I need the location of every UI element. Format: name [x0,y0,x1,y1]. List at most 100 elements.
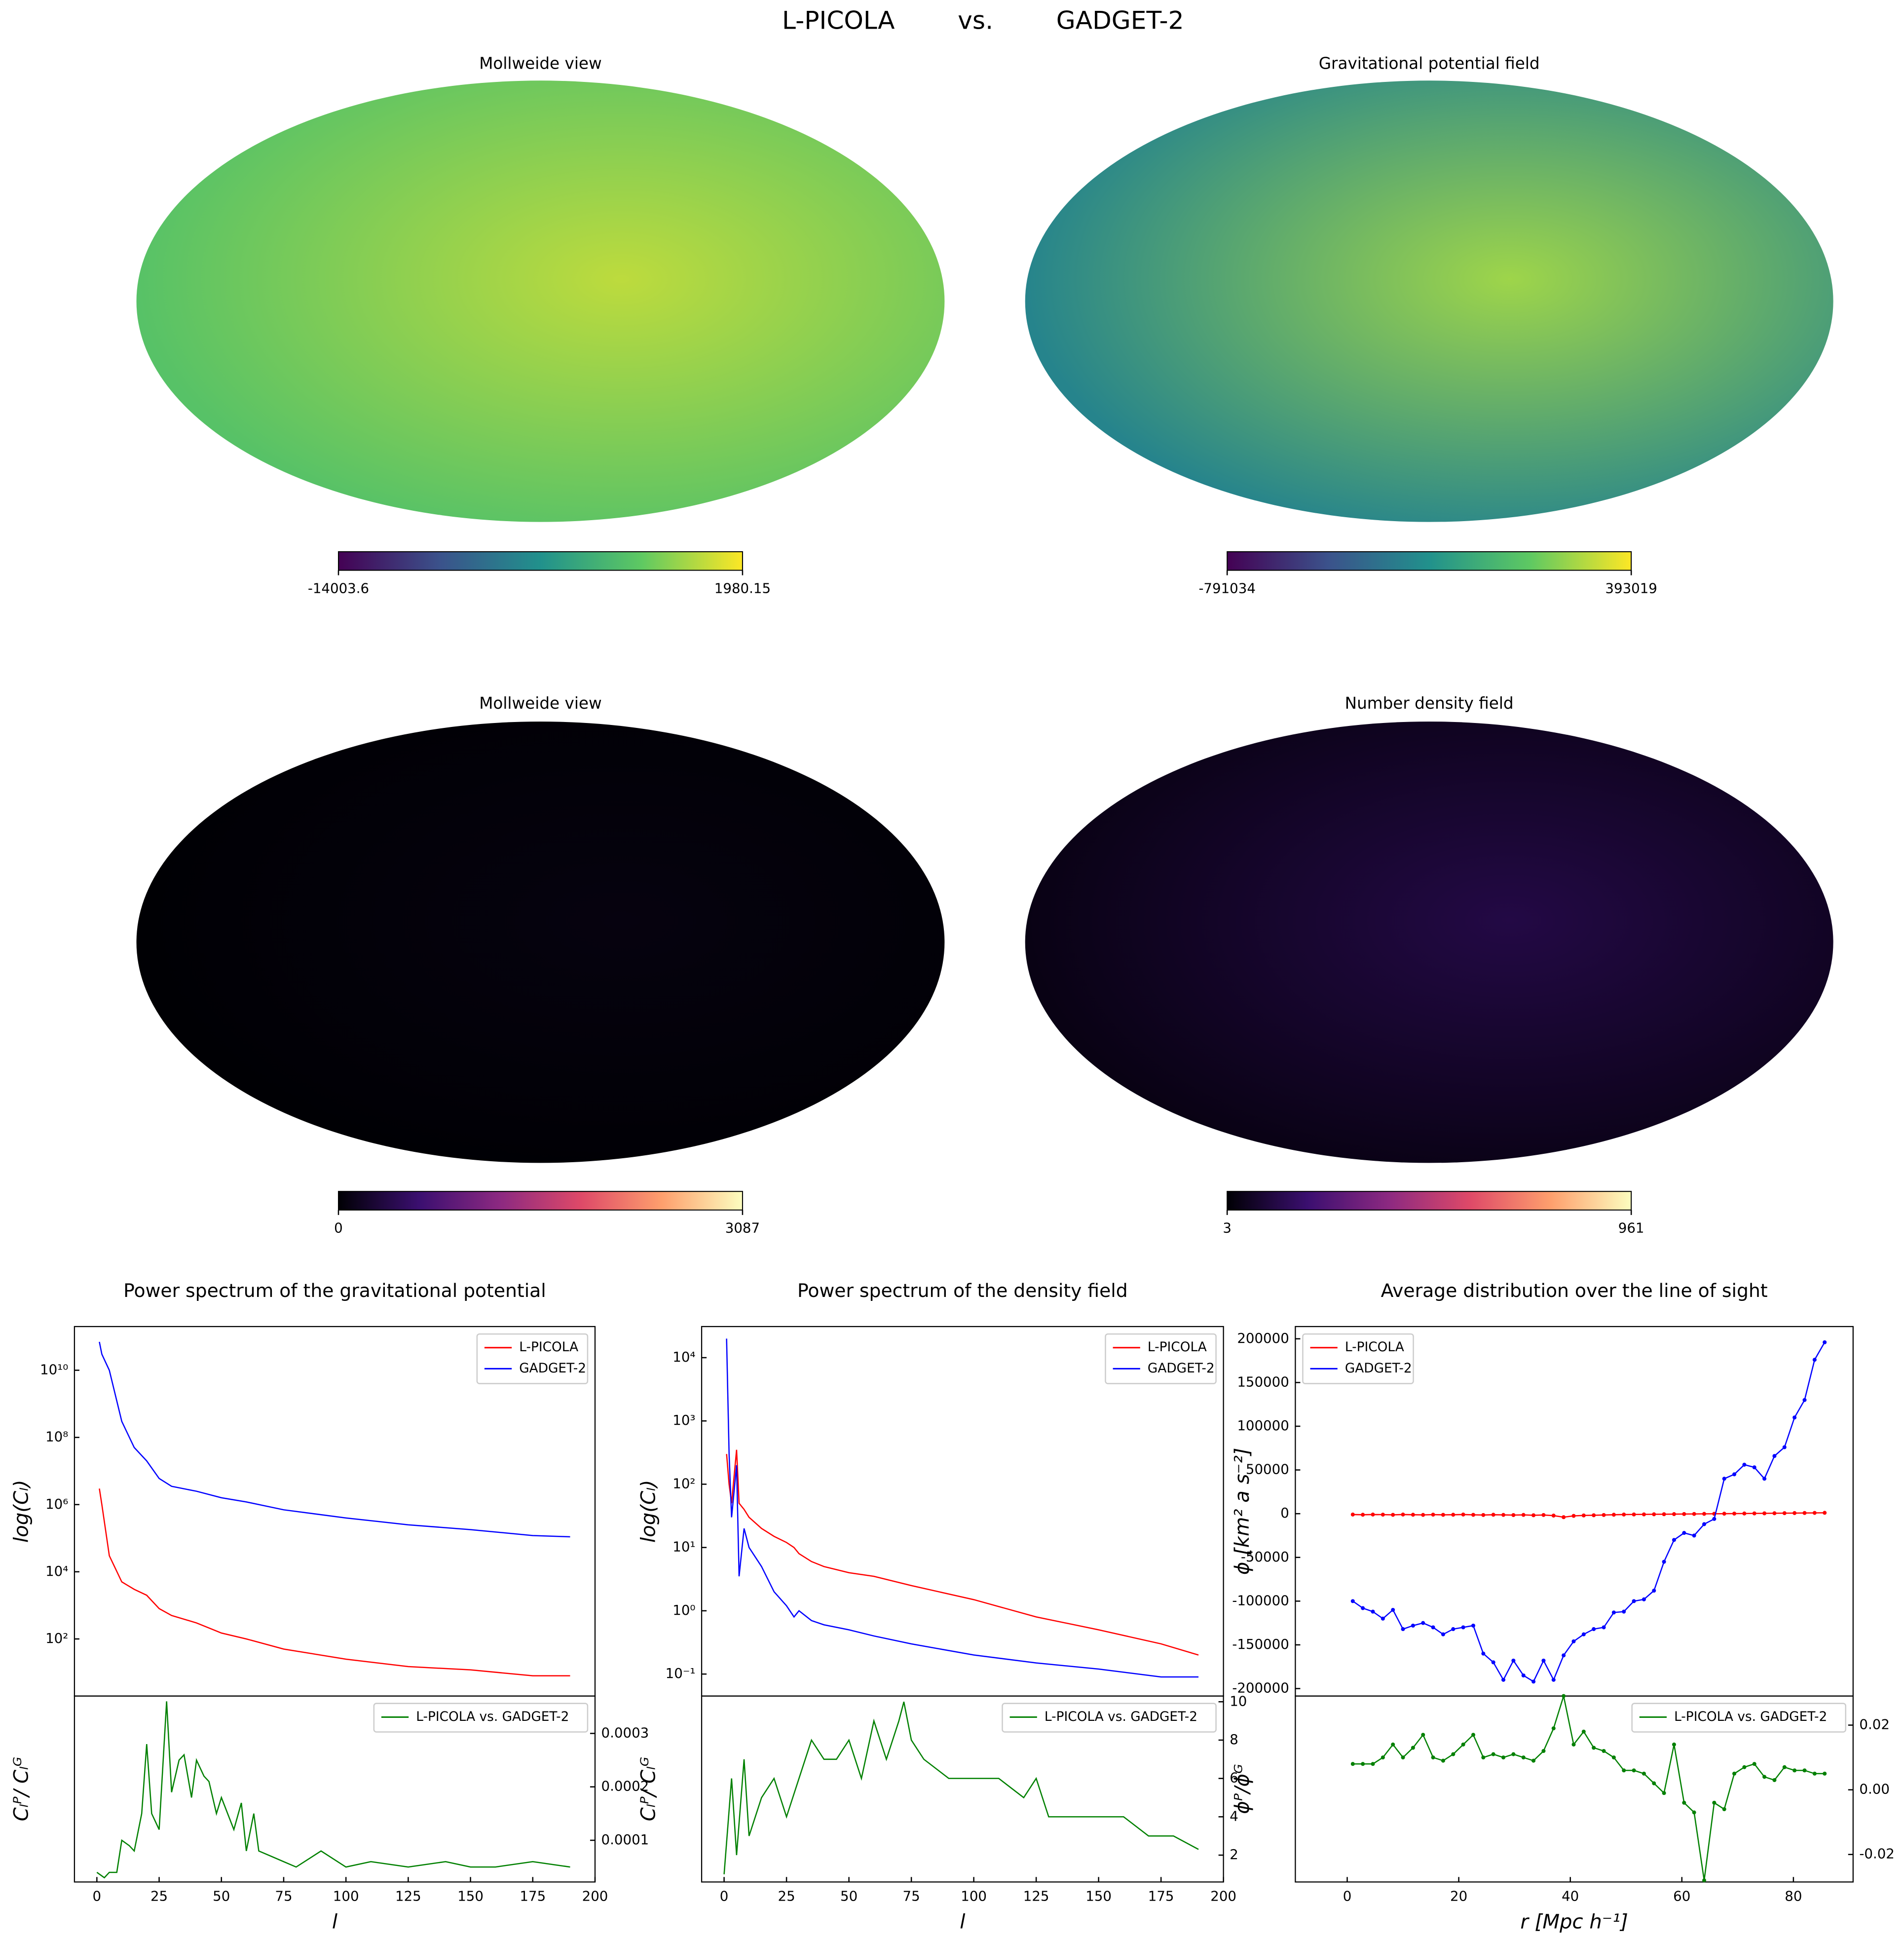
data-point [1551,1677,1556,1682]
data-point [1381,1513,1385,1517]
data-point [1371,1512,1375,1517]
x-tick-label: 0 [1343,1888,1352,1904]
data-point [1391,1608,1395,1612]
data-point [1642,1512,1646,1517]
data-point [1491,1660,1495,1665]
series-line [99,1341,570,1538]
colorbar [337,1191,743,1211]
data-point [1471,1733,1476,1737]
data-point [1752,1511,1756,1516]
x-tick-label: 100 [333,1888,359,1904]
data-point [1421,1621,1425,1625]
y-tick-label: 100000 [1237,1417,1289,1434]
y-axis-label: ϕ [km² a s⁻²] [1231,1448,1254,1575]
colorbar-tick-label: 393019 [1605,580,1657,596]
x-tick-label: 150 [457,1888,484,1904]
legend-label: L-PICOLA vs. GADGET-2 [1674,1710,1827,1724]
legend-label: L-PICOLA [1345,1340,1404,1355]
data-point [1812,1358,1817,1362]
data-point [1431,1755,1435,1760]
data-point [1692,1810,1696,1815]
data-point [1762,1775,1767,1779]
y-tick-label: 200000 [1237,1330,1289,1346]
data-point [1652,1589,1656,1593]
legend-box [373,1703,589,1733]
y-tick-label: 10⁴ [45,1563,68,1579]
data-point [1431,1513,1435,1517]
data-point [1391,1742,1395,1747]
colorbar-tick-label: 3087 [725,1220,760,1236]
y-tick-label: 10² [45,1630,68,1646]
data-point [1551,1726,1556,1731]
x-tick-label: 50 [213,1888,230,1904]
data-point [1622,1512,1626,1517]
legend-box [1105,1333,1217,1384]
colorbar [337,551,743,571]
y-axis-label: Cₗᴾ/ Cₗᴳ [637,1757,660,1822]
y-tick-label: 0.0002 [601,1778,649,1794]
data-point [1823,1771,1827,1776]
y-tick-label: 10⁸ [45,1429,68,1445]
y-tick-label: 10⁴ [672,1349,695,1365]
x-tick-label: 200 [582,1888,608,1904]
series-line [96,1701,570,1879]
data-point [1762,1511,1767,1516]
x-tick-label: 25 [778,1888,795,1904]
data-point [1461,1512,1465,1517]
legend-label: GADGET-2 [1148,1361,1215,1376]
data-point [1802,1398,1807,1402]
mollweide-map [136,722,945,1163]
y-tick-label: 6 [1230,1770,1238,1786]
legend-label: GADGET-2 [519,1361,586,1376]
data-point [1501,1513,1506,1517]
data-point [1752,1465,1756,1470]
data-point [1521,1755,1526,1760]
data-point [1652,1781,1656,1786]
series-line [726,1338,1199,1678]
plot-frame [74,1695,596,1883]
data-point [1662,1791,1666,1795]
data-point [1401,1755,1405,1760]
data-point [1752,1762,1756,1766]
y-tick-label: -150000 [1232,1636,1289,1652]
data-point [1772,1778,1777,1783]
data-point [1521,1513,1526,1517]
data-point [1762,1477,1767,1481]
legend-label: L-PICOLA vs. GADGET-2 [416,1710,569,1724]
data-point [1611,1755,1616,1760]
data-point [1471,1623,1476,1628]
map-title: Mollweide view [479,694,601,713]
colorbar-tick-label: 1980.15 [714,580,771,596]
data-point [1521,1673,1526,1677]
figure-title: L-PICOLA vs. GADGET-2 [782,6,1184,35]
data-point [1411,1623,1415,1628]
data-point [1381,1755,1385,1760]
y-tick-label: 8 [1230,1731,1238,1748]
data-point [1792,1415,1797,1420]
map-title: Number density field [1345,694,1514,713]
y-tick-label: -0.02 [1859,1846,1894,1862]
data-point [1592,1513,1596,1518]
x-axis-label: r [Mpc h⁻¹] [1520,1910,1628,1933]
mollweide-map [1025,80,1833,522]
data-point [1481,1513,1486,1517]
colorbar-tick-label: 3 [1223,1220,1232,1236]
y-tick-label: 10³ [672,1412,695,1428]
map-title: Mollweide view [479,54,601,73]
data-point [1802,1768,1807,1773]
data-point [1742,1765,1747,1769]
colorbar-tick-label: -791034 [1198,580,1255,596]
y-tick-label: -50000 [1241,1549,1289,1565]
data-point [1732,1472,1737,1477]
x-tick-label: 25 [150,1888,168,1904]
data-point [1792,1511,1797,1515]
x-tick-label: 0 [720,1888,729,1904]
mollweide-map [1025,722,1833,1163]
chart-title: Power spectrum of the density field [797,1280,1128,1301]
data-point [1742,1462,1747,1467]
data-point [1361,1606,1365,1610]
data-point [1511,1752,1516,1756]
x-tick-label: 50 [840,1888,858,1904]
